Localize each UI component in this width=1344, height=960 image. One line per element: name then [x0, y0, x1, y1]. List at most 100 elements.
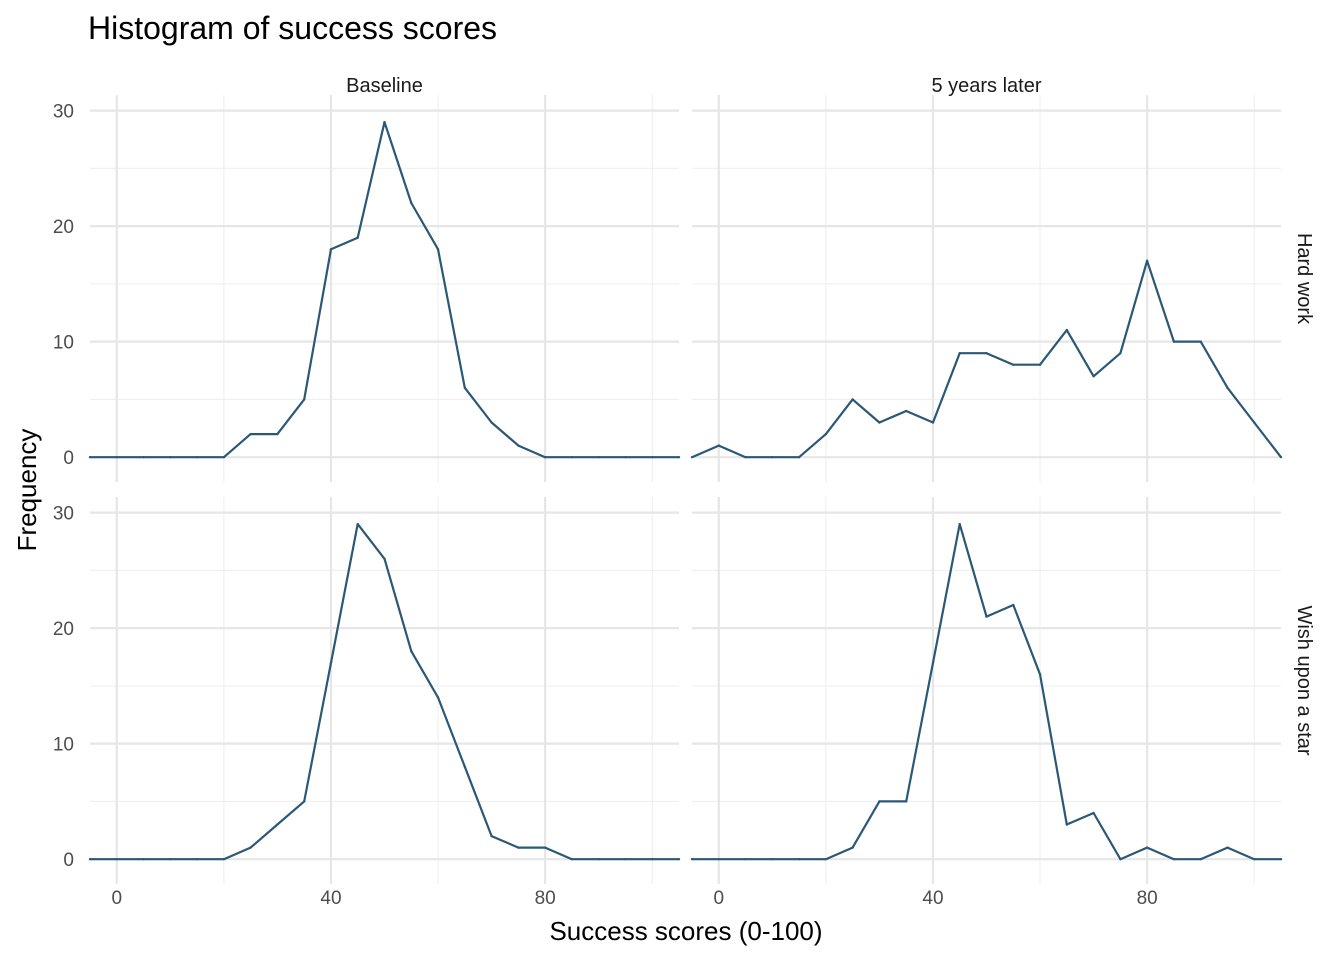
- data-point: [276, 432, 279, 436]
- data-point: [1065, 328, 1069, 332]
- data-point: [958, 351, 961, 355]
- x-tick-label: 80: [535, 888, 556, 909]
- data-point: [651, 857, 654, 861]
- y-tick-label: 10: [53, 333, 74, 354]
- row-strip-label: Wish upon a star: [1293, 605, 1315, 755]
- data-point: [222, 857, 226, 861]
- data-point: [570, 455, 574, 459]
- data-point: [302, 800, 306, 803]
- data-point: [1092, 375, 1095, 378]
- data-point: [1119, 351, 1122, 355]
- data-point: [169, 455, 172, 459]
- x-tick-label: 40: [922, 888, 943, 909]
- data-point: [771, 857, 774, 861]
- data-point: [302, 398, 306, 401]
- data-point: [543, 455, 547, 459]
- data-point: [436, 248, 440, 251]
- data-point: [1038, 363, 1042, 366]
- data-point: [115, 455, 118, 459]
- data-point: [276, 823, 279, 826]
- panel-1: 0 10 20 30: [53, 95, 681, 482]
- data-point: [570, 857, 574, 861]
- data-point: [383, 120, 386, 124]
- data-point: [222, 455, 226, 459]
- data-point: [1279, 455, 1283, 459]
- data-point: [931, 421, 935, 424]
- row-strip-label: Hard work: [1293, 233, 1315, 325]
- data-point: [985, 615, 988, 618]
- x-tick-label: 80: [1137, 888, 1158, 909]
- data-point: [1199, 857, 1202, 861]
- data-point: [1279, 857, 1283, 861]
- data-point: [142, 857, 145, 861]
- data-point: [624, 857, 627, 861]
- data-point: [878, 800, 881, 803]
- data-point: [88, 857, 92, 861]
- data-point: [249, 432, 252, 436]
- data-point: [195, 455, 199, 459]
- y-tick-label: 20: [53, 217, 74, 238]
- facet-panels: 0 10 20 30 0 10 20 30 0 40 80 0 40 80 Baseline 5 years …: [53, 75, 1315, 909]
- y-tick-label: 10: [53, 735, 74, 756]
- data-point: [410, 650, 413, 653]
- data-point: [904, 409, 908, 413]
- data-point: [677, 857, 681, 861]
- data-point: [517, 444, 520, 447]
- data-point: [1012, 363, 1015, 366]
- data-point: [878, 421, 881, 424]
- data-point: [436, 696, 440, 699]
- data-point: [1253, 857, 1256, 861]
- data-point: [717, 444, 720, 447]
- data-point: [1119, 857, 1122, 861]
- data-point: [1012, 603, 1015, 607]
- data-point: [329, 661, 333, 664]
- data-point: [677, 455, 681, 459]
- y-tick-label: 20: [53, 619, 74, 640]
- data-point: [824, 857, 828, 861]
- data-point: [797, 455, 801, 459]
- x-tick-label: 40: [320, 888, 341, 909]
- data-point: [717, 857, 720, 861]
- panel-4: 0 40 80: [690, 497, 1283, 909]
- data-point: [904, 800, 908, 803]
- data-point: [1226, 846, 1229, 849]
- data-point: [249, 846, 252, 849]
- y-tick-label: 30: [53, 504, 74, 525]
- data-point: [1226, 386, 1229, 390]
- data-point: [851, 398, 854, 401]
- x-tick-label: 0: [713, 888, 724, 909]
- x-tick-label: 0: [111, 888, 122, 909]
- data-point: [463, 386, 467, 390]
- data-point: [771, 455, 774, 459]
- data-point: [383, 557, 386, 561]
- y-axis-title: Frequency: [12, 429, 42, 552]
- data-point: [624, 455, 627, 459]
- data-point: [142, 455, 145, 459]
- data-point: [490, 421, 493, 424]
- data-point: [329, 248, 333, 251]
- data-point: [690, 857, 694, 861]
- chart-title: Histogram of success scores: [88, 10, 497, 46]
- y-tick-label: 0: [63, 448, 74, 469]
- data-point: [410, 201, 413, 205]
- series-line-3: [90, 522, 679, 861]
- data-point: [744, 455, 747, 459]
- data-point: [169, 857, 172, 861]
- column-strip-label: Baseline: [346, 75, 423, 97]
- data-point: [1065, 823, 1069, 826]
- series-line-2: [691, 259, 1282, 459]
- data-point: [356, 522, 359, 526]
- data-point: [490, 834, 493, 838]
- data-point: [356, 236, 359, 239]
- data-point: [1145, 259, 1149, 262]
- data-point: [543, 846, 547, 849]
- panel-2: [690, 95, 1283, 482]
- data-point: [1253, 421, 1256, 424]
- data-point: [690, 455, 694, 459]
- data-point: [931, 661, 935, 664]
- data-point: [985, 351, 988, 355]
- data-point: [517, 846, 520, 849]
- y-tick-label: 0: [63, 850, 74, 871]
- column-strip-label: 5 years later: [931, 75, 1041, 97]
